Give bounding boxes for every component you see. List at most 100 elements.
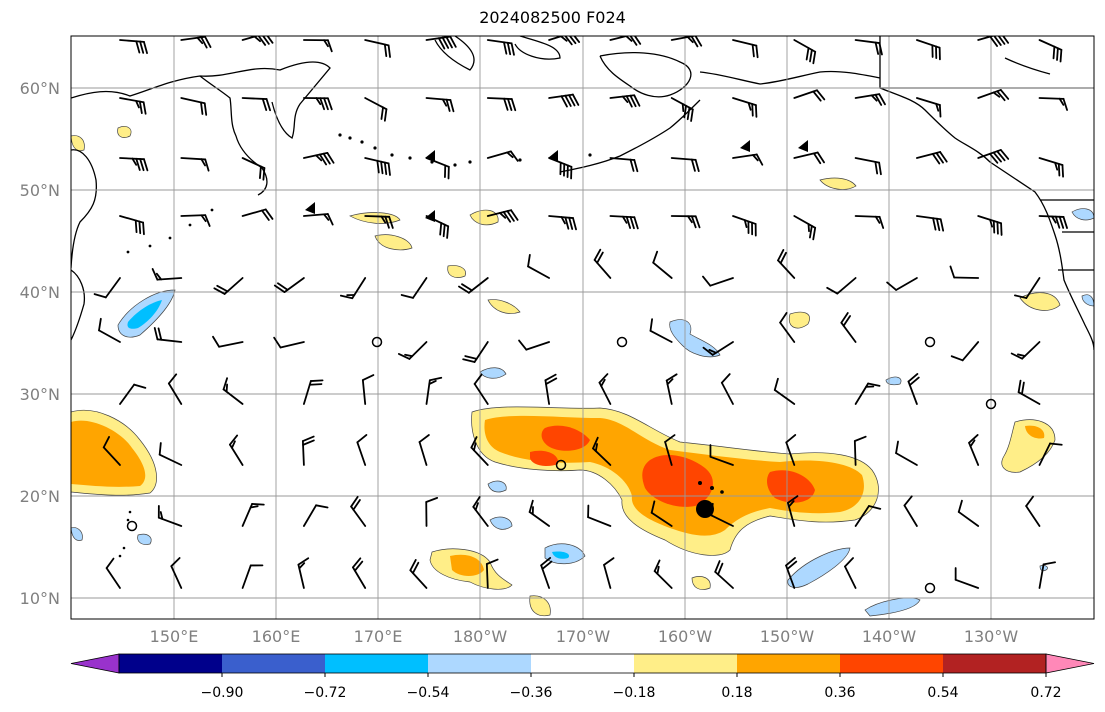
wind-barb [158,442,183,466]
wind-barb [903,495,918,527]
wind-barb [670,157,700,173]
wind-barb [954,567,980,589]
colorbar-label: 0.36 [824,685,855,701]
colorbar-label: −0.90 [201,685,244,701]
wind-pennant [740,140,750,152]
wind-barb [153,327,183,343]
wind-pennant [548,150,558,162]
latitude-label: 40°N [20,283,60,302]
map-frame [70,35,1095,620]
wind-barb [151,268,183,281]
colorbar-segment [943,654,1047,673]
wind-barb [603,557,615,589]
wind-barb [779,312,796,343]
colorbar-label: 0.72 [1030,685,1061,701]
wind-barb [241,503,265,527]
wind-barb [180,36,212,49]
wind-barb [702,275,734,287]
latitude-label: 10°N [20,589,60,608]
longitude-label: 150°W [760,627,815,646]
longitude-labels: 150°E 160°E 170°E 180°W 170°W 160°W 150°W 140°W… [150,627,1019,646]
wind-barb [907,373,920,405]
wind-barb [1038,561,1056,589]
wind-barb [241,97,271,112]
wind-pennant [305,202,315,214]
wind-barb [418,434,430,466]
wind-barb [98,317,121,343]
wind-barb [527,253,550,279]
wind-barb [793,89,826,102]
wind-barb [119,97,147,115]
colorbar-label: 0.54 [927,685,958,701]
wind-barb [301,435,315,466]
wind-pennant [798,140,808,152]
wind-barb [170,557,183,589]
longitude-label: 130°W [964,627,1019,646]
wind-barb [119,383,147,405]
markers [126,336,997,594]
wind-barb [664,434,676,466]
wind-barb [486,150,519,162]
latitude-label: 30°N [20,385,60,404]
wind-barb [1038,157,1064,178]
wind-barb [458,277,489,294]
colorbar-label: −0.18 [613,685,656,701]
wind-barb [93,277,121,299]
wind-barb [485,558,499,589]
wind-barb [425,376,443,405]
wind-barb [649,318,673,343]
wind-barb [241,564,264,589]
colorbar-segment [634,654,738,673]
wind-barb [665,373,678,405]
wind-barb [609,36,642,46]
colorbar-extend-low [70,653,120,674]
wind-barb [180,97,208,116]
wind-barb [854,39,883,56]
storm-center-marker [696,500,714,518]
wind-barb [592,436,612,466]
wind-barb [916,151,948,165]
wind-barb [425,157,450,180]
wind-barb [472,496,489,527]
wind-barb [785,557,798,589]
latitude-labels: 60°N 50°N 40°N 30°N 20°N 10°N [20,79,60,608]
longitude-label: 160°E [252,627,301,646]
wind-barb [548,36,581,46]
wind-barb [1025,495,1041,527]
wind-barb [702,341,734,356]
longitude-label: 140°W [862,627,917,646]
wind-barb [350,495,367,527]
wind-barb [241,36,274,46]
wind-barb [339,277,367,300]
wind-barb [593,248,612,279]
wind-barb [364,97,388,122]
wind-barb [119,215,145,236]
colorbar-segment [119,654,223,673]
aleutian-islands [118,133,724,558]
coastlines [71,36,1094,351]
wind-barb [425,97,455,113]
wind-barb [609,94,641,108]
latitude-label: 20°N [20,487,60,506]
wind-pennant [425,210,435,222]
colorbar-segment [222,654,326,673]
calm-circle [924,582,936,594]
wind-barb [854,215,885,229]
colorbar-segment [325,654,429,673]
wind-barb [853,435,867,466]
wind-barb [462,341,489,363]
calm-circle [126,520,138,532]
graticule [71,36,1094,619]
wind-barb [609,157,639,173]
wind-barb [397,341,428,360]
wind-barb [273,336,305,349]
colorbar-label: −0.54 [407,685,450,701]
wind-barb [167,373,183,405]
wind-barb [1010,341,1041,360]
wind-barb [180,157,210,172]
wind-barb [544,373,558,405]
wind-barb [949,265,980,279]
wind-barb [977,215,1003,236]
wind-barb [957,499,980,527]
wind-barb [302,213,334,226]
